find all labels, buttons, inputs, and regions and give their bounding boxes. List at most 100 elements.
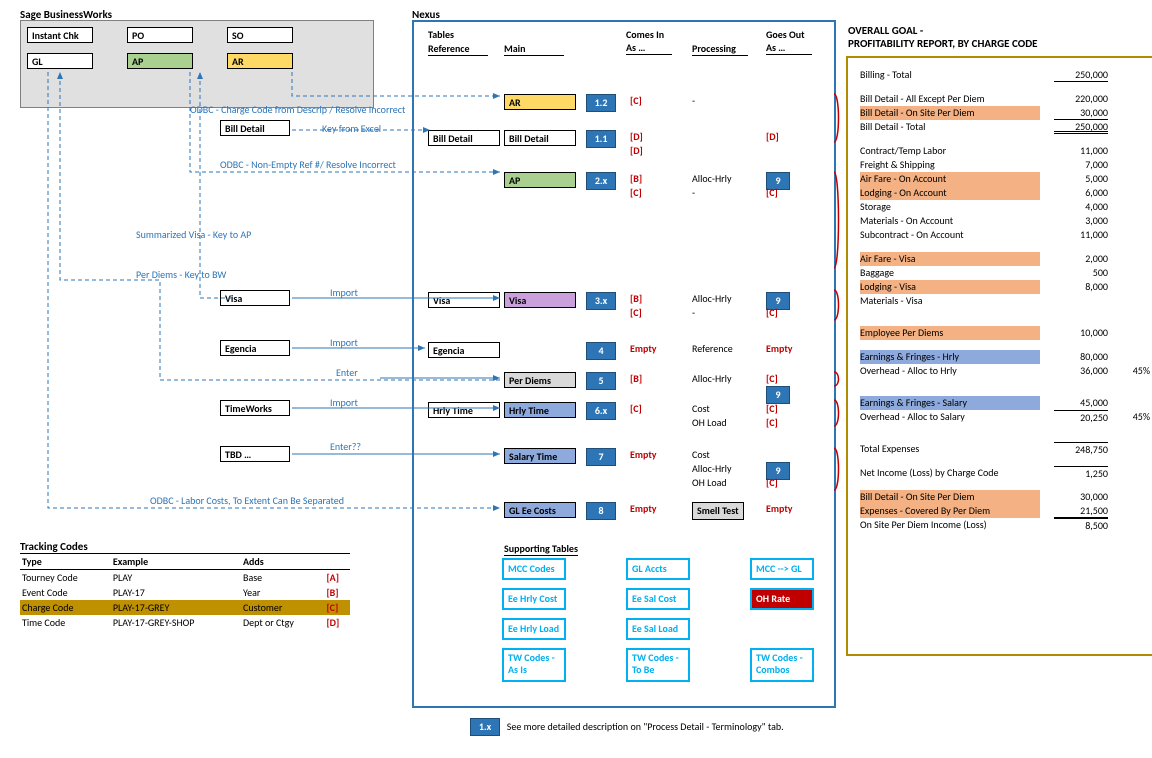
support-box: Ee Sal Load bbox=[626, 618, 690, 640]
nexus-proc: Cost bbox=[692, 448, 710, 461]
tracking-cell: Year bbox=[241, 585, 324, 600]
nexus-empty: Empty bbox=[630, 502, 657, 515]
sage-so: SO bbox=[227, 27, 293, 43]
sage-gl: GL bbox=[27, 53, 93, 69]
report-line: Materials - On Account3,000 bbox=[860, 214, 1150, 228]
nexus-ref: Bill Detail bbox=[428, 130, 500, 146]
nexus-bracket: [D] bbox=[630, 144, 650, 157]
nexus-proc: Alloc-Hrly bbox=[692, 292, 731, 305]
hdr-tables: Tables bbox=[428, 28, 454, 41]
right-lines: Billing - Total250,000Bill Detail - All … bbox=[860, 68, 1150, 532]
nexus-proc: Alloc-Hrly bbox=[692, 462, 731, 475]
hdr-supporting: Supporting Tables bbox=[504, 542, 578, 556]
nexus-row: Hrly TimeHrly Time6.x[C]CostOH Load[C][C… bbox=[414, 402, 834, 420]
report-line: Storage4,000 bbox=[860, 200, 1150, 214]
report-line: Expenses - Covered By Per Diem21,500 bbox=[860, 504, 1150, 518]
lbl-enterq: Enter?? bbox=[330, 440, 361, 453]
nexus-ref: Hrly Time bbox=[428, 402, 500, 418]
nexus-main: Hrly Time bbox=[504, 402, 576, 418]
report-line: Lodging - On Account6,000 bbox=[860, 186, 1150, 200]
hdr-comesin: Comes InAs … bbox=[626, 28, 672, 55]
footnote: 1.x See more detailed description on "Pr… bbox=[470, 718, 784, 736]
report-line: Overhead - Alloc to Hrly36,00045% bbox=[860, 364, 1150, 378]
nexus-bracket: [B] bbox=[630, 172, 650, 185]
nexus-bracket: [D] bbox=[630, 130, 650, 143]
nexus-main: Bill Detail bbox=[504, 130, 576, 146]
sage-ar: AR bbox=[227, 53, 293, 69]
nexus-num: 1.1 bbox=[586, 130, 616, 148]
report-line: Earnings & Fringes - Salary45,000 bbox=[860, 396, 1150, 410]
lbl-enter: Enter bbox=[336, 366, 358, 379]
nexus-row: AP2.x[B][C]Alloc-Hrly-9[C] bbox=[414, 172, 834, 190]
sage-panel: Instant Chk PO SO GL AP AR bbox=[20, 20, 374, 108]
lbl-import1: Import bbox=[330, 286, 358, 299]
nexus-main: GL Ee Costs bbox=[504, 502, 576, 518]
report-line: On Site Per Diem Income (Loss)8,500 bbox=[860, 518, 1150, 532]
lbl-perdiemkey: Per Diems - Key to BW bbox=[136, 268, 226, 281]
nexus-out-bracket: [C] bbox=[766, 476, 786, 489]
support-box: TW Codes -Combos bbox=[750, 648, 814, 682]
report-line: Employee Per Diems10,000 bbox=[860, 326, 1150, 340]
footnote-badge: 1.x bbox=[470, 718, 500, 736]
nexus-proc: Cost bbox=[692, 402, 710, 415]
report-line: Bill Detail - On Site Per Diem30,000 bbox=[860, 490, 1150, 504]
nexus-bracket: [C] bbox=[630, 306, 650, 319]
lbl-odbc1: ODBC - Charge Code from Descrip / Resolv… bbox=[190, 103, 405, 116]
hdr-reference: Reference bbox=[428, 42, 488, 56]
nexus-proc: Alloc-Hrly bbox=[692, 172, 731, 185]
tracking-cell: Time Code bbox=[20, 615, 111, 630]
nexus-num: 4 bbox=[586, 342, 616, 360]
tracking-cell: PLAY bbox=[111, 570, 241, 586]
support-box: TW Codes -As Is bbox=[502, 648, 566, 682]
tracking-cell: PLAY-17-GREY-SHOP bbox=[111, 615, 241, 630]
nexus-bracket: [B] bbox=[630, 292, 650, 305]
nexus-proc: OH Load bbox=[692, 476, 727, 489]
tracking-row: Tourney CodePLAYBase[A] bbox=[20, 570, 350, 586]
support-box: GL Accts bbox=[626, 558, 690, 580]
src-billdetail: Bill Detail bbox=[220, 120, 290, 136]
right-panel: OVERALL GOAL -PROFITABILITY REPORT, BY C… bbox=[846, 56, 1152, 656]
tracking-cell: [C] bbox=[324, 600, 350, 615]
report-line: Air Fare - Visa2,000 bbox=[860, 252, 1150, 266]
tracking-codes: Tracking Codes Type Example Adds Tourney… bbox=[20, 540, 350, 630]
nexus-num: 3.x bbox=[586, 292, 616, 310]
tracking-cell: [A] bbox=[324, 570, 350, 586]
report-line: Contract/Temp Labor11,000 bbox=[860, 144, 1150, 158]
nexus-bracket: [C] bbox=[630, 94, 650, 107]
hdr-main: Main bbox=[504, 42, 564, 56]
nexus-row: VisaVisa3.x[B][C]Alloc-Hrly-9[C] bbox=[414, 292, 834, 310]
nexus-row: Egencia4EmptyReferenceEmpty bbox=[414, 342, 834, 360]
nexus-main: Salary Time bbox=[504, 448, 576, 464]
support-box: MCC Codes bbox=[502, 558, 566, 580]
report-line: Earnings & Fringes - Hrly80,000 bbox=[860, 350, 1150, 364]
tracking-row: Event CodePLAY-17Year[B] bbox=[20, 585, 350, 600]
th-type: Type bbox=[20, 554, 111, 570]
nexus-main: AP bbox=[504, 172, 576, 188]
sage-po: PO bbox=[127, 27, 193, 43]
nexus-bracket: [B] bbox=[630, 372, 650, 385]
tracking-row: Time CodePLAY-17-GREY-SHOPDept or Ctgy[D… bbox=[20, 615, 350, 630]
nexus-out-bracket: [D] bbox=[766, 130, 786, 143]
tracking-cell: Charge Code bbox=[20, 600, 111, 615]
tracking-cell: Tourney Code bbox=[20, 570, 111, 586]
nexus-num: 8 bbox=[586, 502, 616, 520]
th-adds: Adds bbox=[241, 554, 324, 570]
tracking-cell: Event Code bbox=[20, 585, 111, 600]
tracking-cell: [D] bbox=[324, 615, 350, 630]
th-code bbox=[324, 554, 350, 570]
nexus-proc: OH Load bbox=[692, 416, 727, 429]
sage-ap: AP bbox=[127, 53, 193, 69]
nexus-row: GL Ee Costs8EmptySmell TestEmpty bbox=[414, 502, 834, 520]
nexus-main: AR bbox=[504, 94, 576, 110]
report-line: Baggage500 bbox=[860, 266, 1150, 280]
nexus-ref: Visa bbox=[428, 292, 500, 308]
nexus-num: 5 bbox=[586, 372, 616, 390]
tracking-cell: PLAY-17-GREY bbox=[111, 600, 241, 615]
report-line: Bill Detail - On Site Per Diem30,000 bbox=[860, 106, 1150, 120]
tracking-cell: Base bbox=[241, 570, 324, 586]
nexus-out-empty: Empty bbox=[766, 342, 793, 355]
lbl-keyexcel: Key from Excel bbox=[322, 122, 381, 135]
nexus-panel: Tables Reference Main Comes InAs … Proce… bbox=[412, 20, 836, 708]
nexus-out-bracket: [C] bbox=[766, 306, 786, 319]
src-egencia: Egencia bbox=[220, 340, 290, 356]
